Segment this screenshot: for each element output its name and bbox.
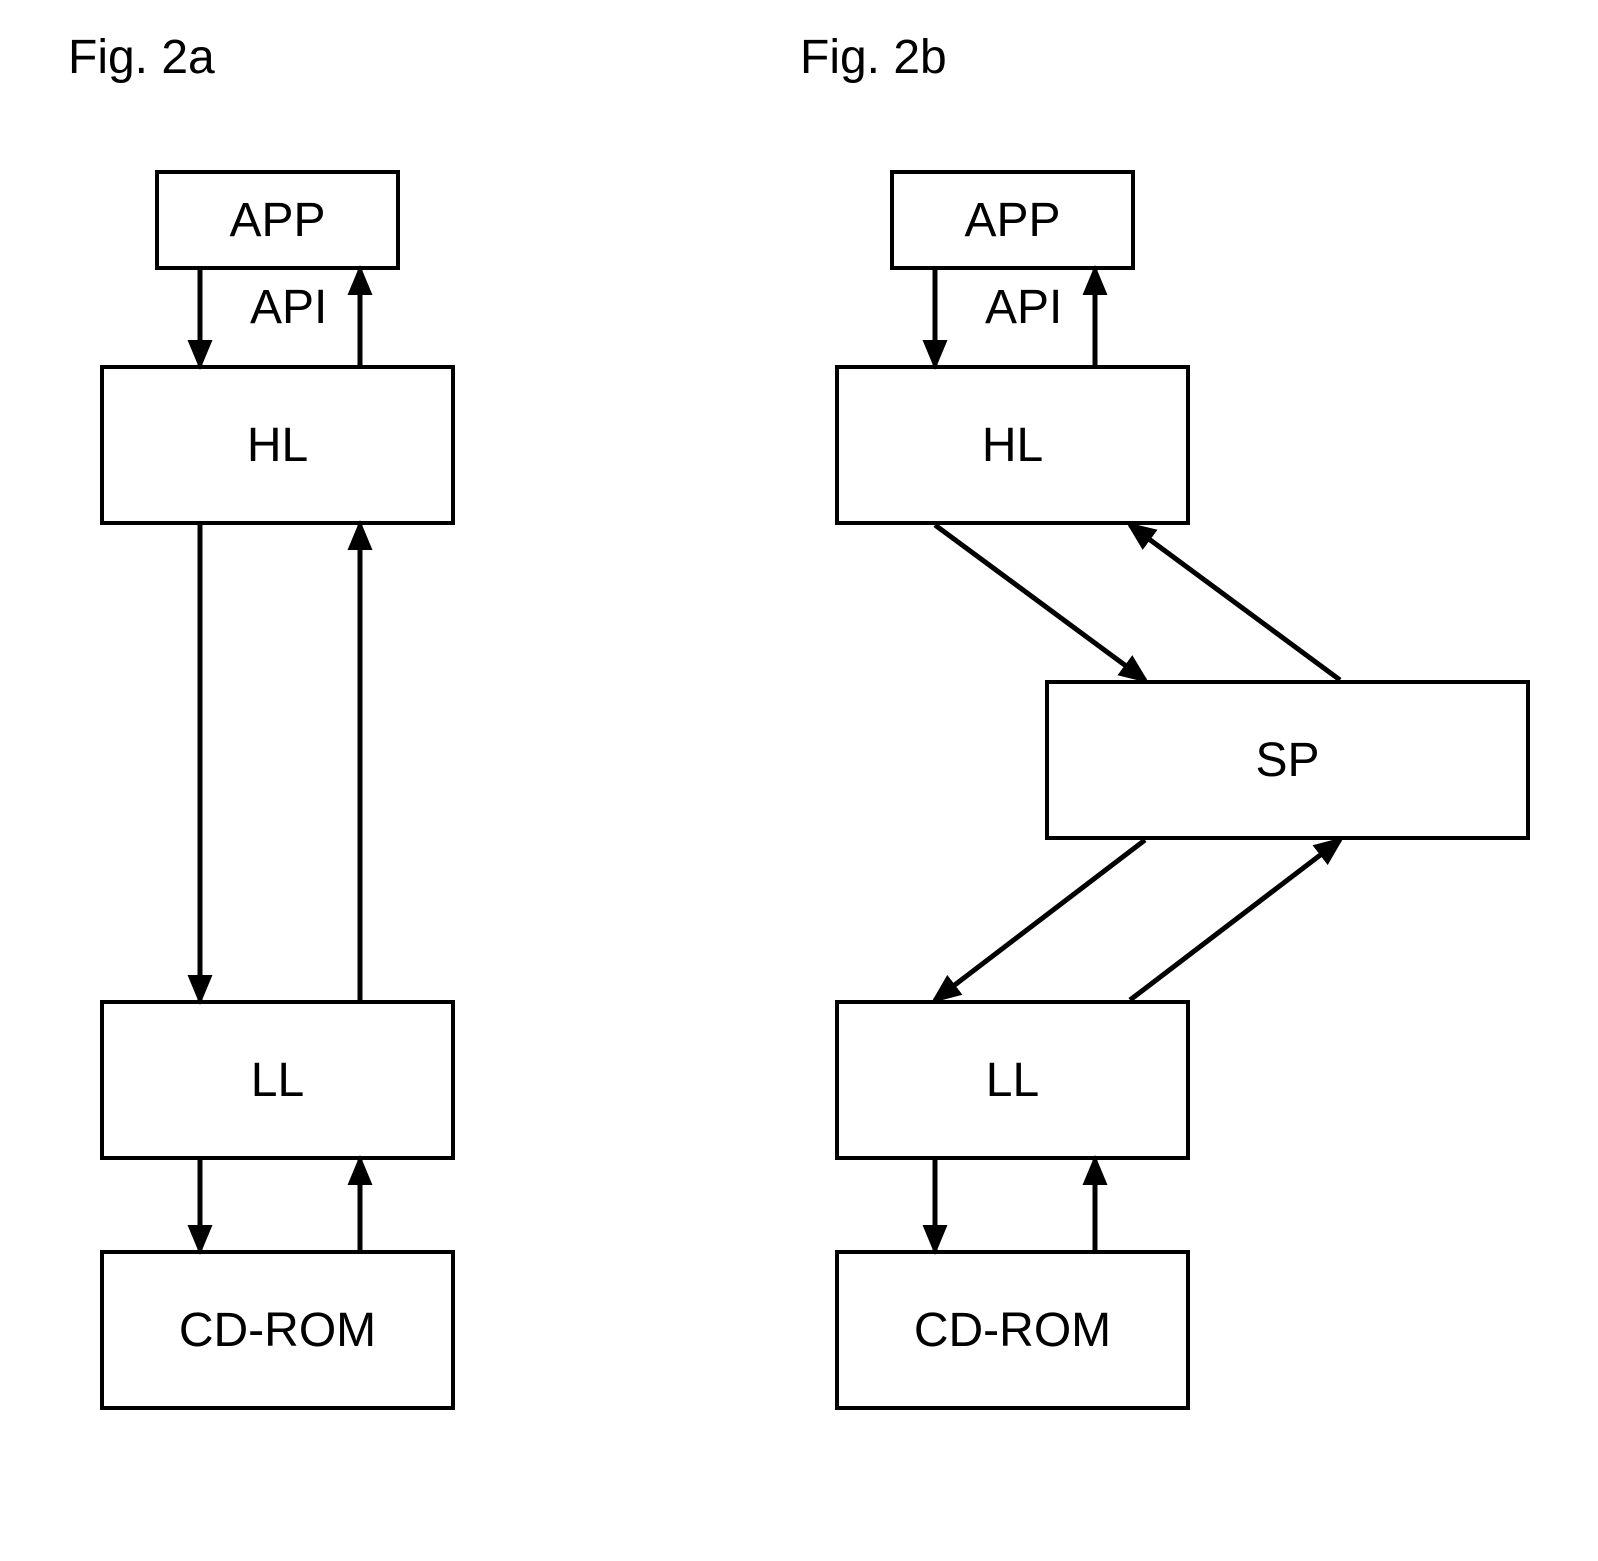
box-app-b-label: APP — [964, 193, 1060, 248]
box-hl-a: HL — [100, 365, 455, 525]
box-hl-b-label: HL — [982, 418, 1043, 473]
box-sp-b-label: SP — [1255, 733, 1319, 788]
box-app-a-label: APP — [229, 193, 325, 248]
api-label-a: API — [250, 280, 327, 335]
box-hl-b: HL — [835, 365, 1190, 525]
figure-b-title: Fig. 2b — [800, 30, 947, 85]
box-cdrom-a: CD-ROM — [100, 1250, 455, 1410]
box-ll-b-label: LL — [986, 1053, 1039, 1108]
box-ll-a: LL — [100, 1000, 455, 1160]
box-cdrom-b: CD-ROM — [835, 1250, 1190, 1410]
box-app-b: APP — [890, 170, 1135, 270]
box-ll-a-label: LL — [251, 1053, 304, 1108]
box-hl-a-label: HL — [247, 418, 308, 473]
figure-a-title: Fig. 2a — [68, 30, 215, 85]
box-cdrom-b-label: CD-ROM — [914, 1303, 1111, 1358]
box-ll-b: LL — [835, 1000, 1190, 1160]
api-label-b: API — [985, 280, 1062, 335]
box-sp-b: SP — [1045, 680, 1530, 840]
box-cdrom-a-label: CD-ROM — [179, 1303, 376, 1358]
box-app-a: APP — [155, 170, 400, 270]
